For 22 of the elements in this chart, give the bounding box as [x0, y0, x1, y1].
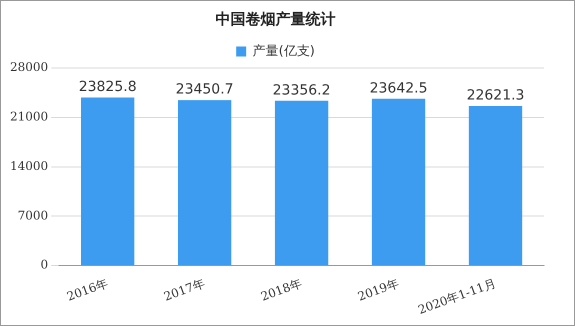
y-tick-label: 0: [40, 258, 48, 272]
y-tick-label: 7000: [18, 208, 48, 222]
data-label: 23825.8: [78, 79, 137, 96]
bar: [274, 100, 328, 266]
x-tick-label: 2019年: [356, 276, 401, 304]
data-label: 23642.5: [370, 80, 428, 96]
y-tick-label: 21000: [10, 110, 48, 124]
bar: [372, 98, 426, 266]
data-label: 22621.3: [466, 88, 524, 104]
y-tick-label: 14000: [10, 158, 48, 173]
legend-label: 产量(亿支): [252, 44, 315, 59]
x-tick-label: 2017年: [162, 276, 207, 304]
chart-title: 中国卷烟产量统计: [216, 10, 336, 28]
y-tick-label: 28000: [10, 60, 48, 74]
data-label: 23356.2: [272, 82, 331, 98]
x-tick-label: 2016年: [65, 276, 110, 304]
data-label: 23450.7: [176, 82, 234, 98]
bar: [80, 97, 134, 266]
bar: [178, 100, 232, 266]
x-tick-label: 2020年1-11月: [416, 276, 498, 317]
x-tick-label: 2018年: [258, 276, 304, 304]
bar: [468, 106, 522, 266]
